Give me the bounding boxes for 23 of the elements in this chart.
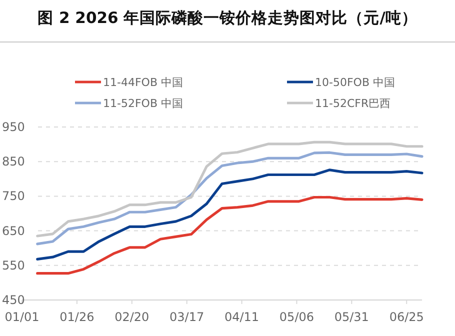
x-tick-label: 05/31 — [334, 310, 369, 324]
x-tick-label: 02/20 — [114, 310, 150, 324]
x-tick-label: 03/17 — [170, 310, 204, 324]
y-tick-label: 650 — [2, 224, 25, 238]
x-tick-label: 04/11 — [224, 310, 260, 324]
legend-label: 11-52FOB 中国 — [103, 97, 183, 110]
y-tick-label: 550 — [2, 258, 25, 272]
x-tick-label: 01/01 — [4, 310, 40, 324]
y-tick-label: 850 — [2, 154, 25, 169]
line-series — [36, 168, 424, 260]
chart-title: 图 2 2026 年国际磷酸一铵价格走势图对比（元/吨） — [38, 9, 418, 27]
x-tick-label: 05/06 — [279, 310, 314, 324]
legend-label: 11-44FOB 中国 — [103, 76, 183, 89]
y-tick-label: 950 — [2, 120, 25, 134]
legend-label: 11-52CFR巴西 — [315, 97, 391, 110]
x-tick-label: 01/26 — [60, 310, 94, 324]
y-tick-label: 750 — [2, 189, 25, 204]
line-series — [36, 196, 424, 275]
legend-label: 10-50FOB 中国 — [315, 76, 395, 89]
x-tick-label: 06/25 — [389, 310, 424, 324]
line-series — [36, 151, 424, 246]
line-series — [36, 140, 424, 238]
y-tick-label: 450 — [2, 293, 25, 307]
